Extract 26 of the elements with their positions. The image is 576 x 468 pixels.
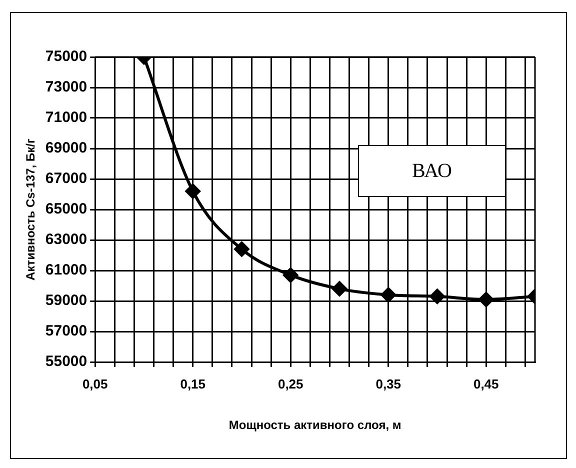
x-tick-label: 0,45 [473,376,499,392]
x-axis-title: Мощность активного слоя, м [228,418,402,432]
x-tick-label: 0,05 [82,376,108,392]
point [234,242,250,257]
point [478,292,494,307]
y-tick-label: 75000 [45,48,88,66]
point [380,287,396,302]
y-tick-label: 57000 [45,322,88,340]
y-tick-label: 61000 [45,262,88,279]
point [332,281,347,296]
label-box: ВАО [358,145,506,197]
y-tick-label: 67000 [45,170,88,188]
y-tick-label: 65000 [45,200,88,218]
y-tick-label: 69000 [45,140,88,157]
y-tick-label: 59000 [45,292,88,310]
x-tick-label: 0,35 [376,376,402,392]
point [185,184,200,199]
y-tick-label: 63000 [45,231,88,248]
y-axis-title: Активность Cs-137, Бк/г [24,138,38,280]
y-tick-label: 55000 [45,353,88,370]
point [283,268,298,283]
y-tick-label: 71000 [45,109,88,126]
point [430,288,445,304]
y-tick-label: 73000 [45,78,88,96]
x-tick-label: 0,15 [180,376,206,392]
x-tick-label: 0,25 [278,376,304,392]
